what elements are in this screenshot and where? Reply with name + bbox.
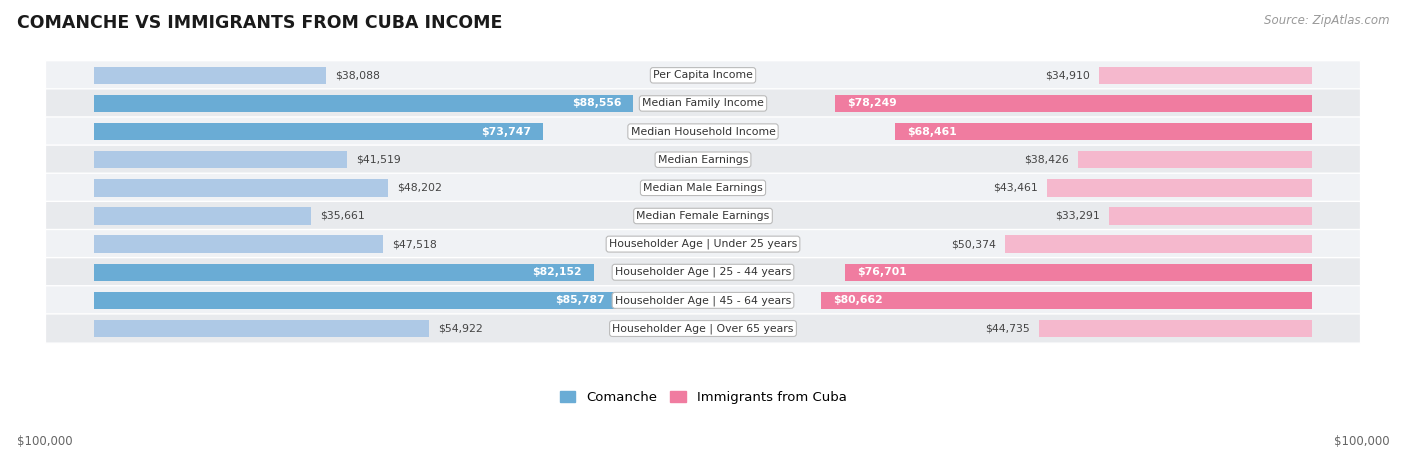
Text: $78,249: $78,249	[848, 99, 897, 108]
Text: $68,461: $68,461	[907, 127, 957, 136]
Text: Median Household Income: Median Household Income	[630, 127, 776, 136]
Text: $76,701: $76,701	[858, 267, 907, 277]
Text: Median Male Earnings: Median Male Earnings	[643, 183, 763, 193]
Text: $38,088: $38,088	[335, 71, 380, 80]
Text: Source: ZipAtlas.com: Source: ZipAtlas.com	[1264, 14, 1389, 27]
Bar	[94, 67, 326, 84]
Bar	[896, 123, 1312, 140]
Text: $82,152: $82,152	[533, 267, 582, 277]
Bar	[821, 292, 1312, 309]
Bar	[1099, 67, 1312, 84]
Text: $47,518: $47,518	[392, 239, 437, 249]
Text: Per Capita Income: Per Capita Income	[652, 71, 754, 80]
Text: COMANCHE VS IMMIGRANTS FROM CUBA INCOME: COMANCHE VS IMMIGRANTS FROM CUBA INCOME	[17, 14, 502, 32]
FancyBboxPatch shape	[45, 173, 1361, 203]
Text: $73,747: $73,747	[481, 127, 531, 136]
Bar	[94, 179, 388, 197]
Bar	[94, 292, 616, 309]
Text: $43,461: $43,461	[994, 183, 1038, 193]
FancyBboxPatch shape	[45, 258, 1361, 287]
Bar	[1005, 235, 1312, 253]
Bar	[835, 95, 1312, 112]
Text: Median Family Income: Median Family Income	[643, 99, 763, 108]
Text: $100,000: $100,000	[17, 435, 73, 448]
Text: $100,000: $100,000	[1333, 435, 1389, 448]
Legend: Comanche, Immigrants from Cuba: Comanche, Immigrants from Cuba	[560, 390, 846, 404]
Bar	[1047, 179, 1312, 197]
Bar	[94, 235, 384, 253]
Text: Householder Age | 45 - 64 years: Householder Age | 45 - 64 years	[614, 295, 792, 305]
Text: $44,735: $44,735	[986, 324, 1031, 333]
Text: Median Female Earnings: Median Female Earnings	[637, 211, 769, 221]
Text: $50,374: $50,374	[950, 239, 995, 249]
Text: Householder Age | 25 - 44 years: Householder Age | 25 - 44 years	[614, 267, 792, 277]
Text: $88,556: $88,556	[572, 99, 621, 108]
Text: $35,661: $35,661	[321, 211, 366, 221]
Bar	[845, 263, 1312, 281]
Text: $41,519: $41,519	[356, 155, 401, 165]
Bar	[94, 320, 429, 337]
Text: Householder Age | Over 65 years: Householder Age | Over 65 years	[612, 323, 794, 334]
FancyBboxPatch shape	[45, 89, 1361, 118]
FancyBboxPatch shape	[45, 117, 1361, 146]
FancyBboxPatch shape	[45, 286, 1361, 315]
Text: $34,910: $34,910	[1045, 71, 1090, 80]
Bar	[1109, 207, 1312, 225]
Bar	[1078, 151, 1312, 169]
Text: $85,787: $85,787	[554, 296, 605, 305]
Bar	[94, 151, 347, 169]
FancyBboxPatch shape	[45, 229, 1361, 259]
Bar	[1039, 320, 1312, 337]
FancyBboxPatch shape	[45, 61, 1361, 90]
FancyBboxPatch shape	[45, 201, 1361, 231]
Text: $33,291: $33,291	[1056, 211, 1099, 221]
FancyBboxPatch shape	[45, 145, 1361, 174]
Text: $54,922: $54,922	[437, 324, 482, 333]
Bar	[94, 95, 633, 112]
Bar	[94, 263, 595, 281]
Bar	[94, 207, 311, 225]
Text: Median Earnings: Median Earnings	[658, 155, 748, 165]
Bar	[94, 123, 543, 140]
Text: $80,662: $80,662	[832, 296, 883, 305]
Text: $38,426: $38,426	[1024, 155, 1069, 165]
Text: $48,202: $48,202	[396, 183, 441, 193]
Text: Householder Age | Under 25 years: Householder Age | Under 25 years	[609, 239, 797, 249]
FancyBboxPatch shape	[45, 314, 1361, 343]
